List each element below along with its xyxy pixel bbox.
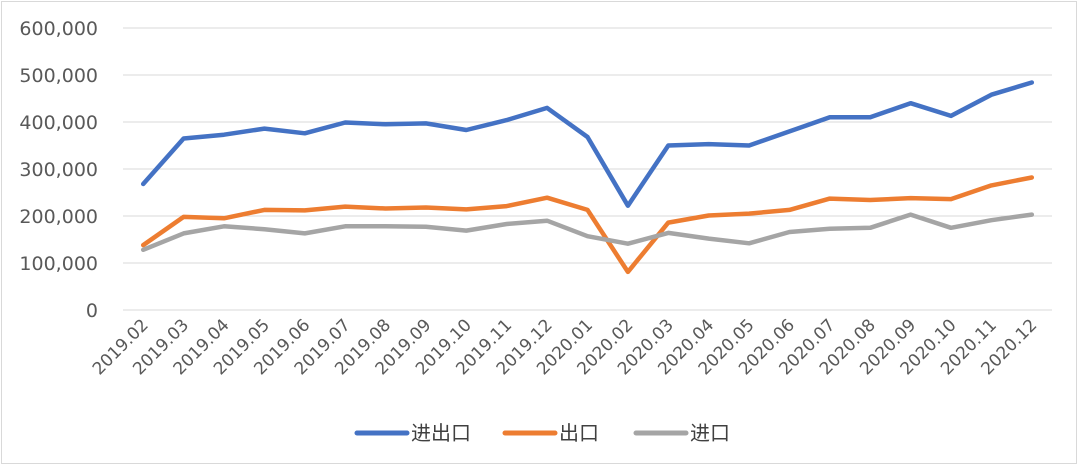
x-axis-tick-labels: 2019.022019.032019.042019.052019.062019.… [89, 315, 1041, 379]
legend: 进出口 出口 进口 [354, 421, 730, 445]
y-tick-label: 500,000 [19, 65, 98, 87]
y-tick-label: 200,000 [19, 206, 98, 228]
legend-label: 进出口 [411, 421, 471, 445]
y-axis-tick-labels: 0 100,000 200,000 300,000 400,000 500,000 600,… [19, 18, 98, 322]
series-lines [140, 80, 1035, 275]
y-tick-label: 600,000 [19, 18, 98, 40]
y-tick-label: 100,000 [19, 253, 98, 275]
legend-label: 出口 [559, 421, 599, 445]
y-tick-label: 400,000 [19, 112, 98, 134]
y-tick-label: 0 [86, 300, 98, 322]
y-tick-label: 300,000 [19, 159, 98, 181]
series-line-2 [140, 212, 1035, 253]
series-line-0 [140, 80, 1035, 208]
series-line-1 [140, 175, 1035, 275]
gridlines [123, 27, 1052, 311]
legend-label: 进口 [690, 421, 730, 445]
